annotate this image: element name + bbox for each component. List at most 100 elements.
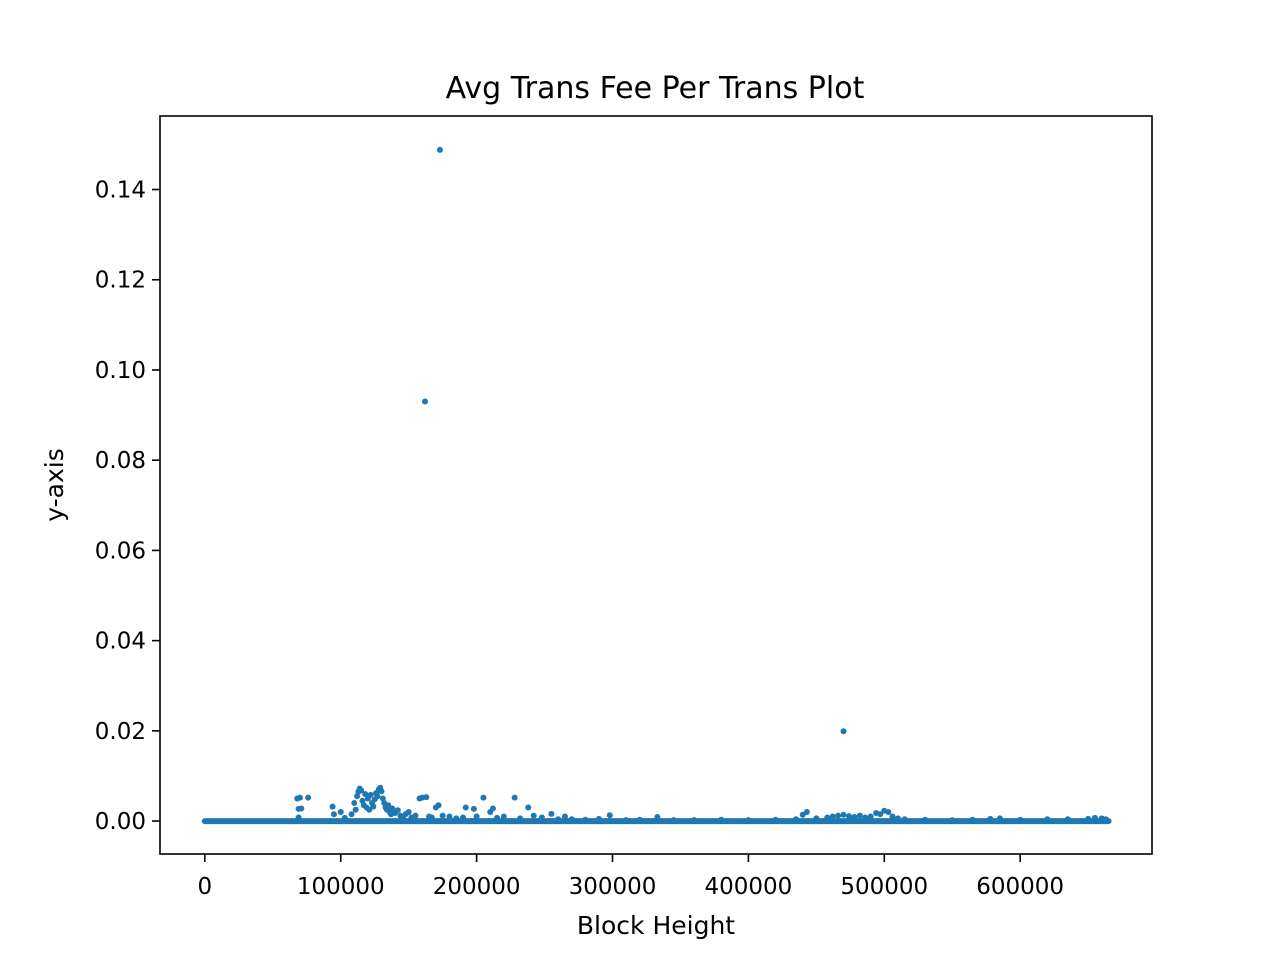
data-point — [421, 398, 428, 405]
data-point — [530, 812, 537, 819]
data-point — [366, 806, 373, 813]
data-point — [561, 813, 568, 820]
data-point — [354, 793, 361, 800]
data-point — [595, 815, 602, 822]
data-point — [894, 815, 901, 822]
data-point — [949, 817, 956, 824]
plot-frame — [159, 115, 1153, 855]
y-tick-label: 0.08 — [95, 448, 146, 474]
data-point — [901, 816, 908, 823]
data-point — [1102, 816, 1109, 823]
data-point — [379, 795, 386, 802]
data-point — [922, 816, 929, 823]
points-layer — [201, 146, 1112, 825]
data-point — [1091, 814, 1098, 821]
data-point — [439, 812, 446, 819]
data-point — [654, 814, 661, 821]
data-point — [367, 791, 374, 798]
x-tick-label: 100000 — [297, 874, 385, 900]
data-point — [987, 815, 994, 822]
data-point — [867, 813, 874, 820]
y-tick-label: 0.12 — [95, 268, 146, 294]
data-point — [877, 811, 884, 818]
data-point — [772, 816, 779, 823]
y-tick-label: 0.00 — [95, 809, 146, 835]
x-axis-ticks: 0 100000 200000 300000 400000 500000 600000 — [198, 854, 1064, 900]
data-point — [1017, 816, 1024, 823]
data-point — [636, 816, 643, 823]
data-point — [370, 803, 377, 810]
data-point — [470, 805, 477, 812]
data-point — [792, 816, 799, 823]
data-point — [670, 817, 677, 824]
data-point — [305, 794, 312, 801]
data-point — [362, 791, 369, 798]
data-point — [358, 787, 365, 794]
data-point — [840, 728, 847, 735]
data-point — [389, 805, 396, 812]
x-tick-label: 200000 — [433, 874, 521, 900]
y-tick-label: 0.06 — [95, 538, 146, 564]
data-point — [829, 813, 836, 820]
data-point — [480, 794, 487, 801]
data-point — [446, 813, 453, 820]
data-point — [337, 809, 344, 816]
data-point — [862, 814, 869, 821]
data-point — [298, 805, 305, 812]
data-point — [568, 816, 575, 823]
x-tick-label: 300000 — [569, 874, 657, 900]
data-point — [555, 816, 562, 823]
data-point — [296, 794, 303, 801]
y-axis-label: y-axis — [40, 448, 69, 521]
chart-title: Avg Trans Fee Per Trans Plot — [446, 71, 865, 106]
data-point — [745, 817, 752, 824]
data-point — [582, 816, 589, 823]
data-point — [453, 815, 460, 822]
data-point — [359, 797, 366, 804]
y-axis-ticks: 0.00 0.02 0.04 0.06 0.08 0.10 0.12 0.14 — [95, 178, 160, 835]
y-tick-label: 0.04 — [95, 629, 146, 655]
data-point — [623, 817, 630, 824]
data-point — [525, 804, 532, 811]
data-point — [885, 809, 892, 816]
data-point — [856, 812, 863, 819]
data-point — [511, 794, 518, 801]
data-point — [538, 814, 545, 821]
data-point — [851, 814, 858, 821]
data-point — [969, 816, 976, 823]
data-point — [889, 813, 896, 820]
data-point — [394, 807, 401, 814]
data-point — [374, 793, 381, 800]
data-point — [813, 815, 820, 822]
data-point — [845, 813, 852, 820]
data-point — [517, 815, 524, 822]
data-point — [412, 812, 419, 819]
data-point — [428, 814, 435, 821]
x-tick-label: 600000 — [976, 874, 1064, 900]
data-point — [718, 816, 725, 823]
data-point — [473, 813, 480, 820]
data-point — [329, 803, 336, 810]
data-point — [548, 810, 555, 817]
data-point — [803, 809, 810, 816]
data-point — [1064, 816, 1071, 823]
data-point — [494, 814, 501, 821]
data-point — [435, 802, 442, 809]
data-point — [489, 805, 496, 812]
data-point — [405, 809, 412, 816]
data-point — [351, 800, 358, 807]
data-point — [824, 814, 831, 821]
y-tick-label: 0.02 — [95, 719, 146, 745]
data-point — [840, 811, 847, 818]
data-point — [378, 788, 385, 795]
data-point — [500, 813, 507, 820]
data-point — [1085, 815, 1092, 822]
data-point — [1044, 816, 1051, 823]
data-point — [423, 794, 430, 801]
y-tick-label: 0.14 — [95, 178, 146, 204]
data-point — [341, 814, 348, 821]
data-point — [352, 806, 359, 813]
data-point — [436, 146, 443, 153]
